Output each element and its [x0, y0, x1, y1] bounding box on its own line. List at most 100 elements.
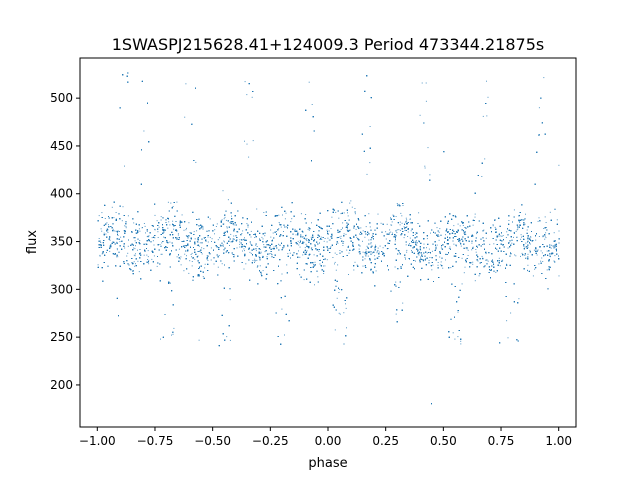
data-point	[135, 253, 136, 255]
data-point	[147, 235, 149, 237]
data-point	[289, 252, 291, 254]
data-point	[262, 270, 264, 272]
data-point	[287, 224, 289, 226]
data-point	[404, 229, 406, 231]
data-point	[185, 83, 187, 85]
data-point	[438, 235, 440, 237]
data-point	[219, 237, 221, 239]
data-point	[116, 249, 118, 251]
data-point	[154, 237, 156, 239]
data-point	[298, 244, 300, 246]
data-point	[453, 225, 455, 227]
data-point	[201, 253, 203, 255]
data-point	[541, 252, 543, 254]
data-point	[323, 240, 325, 242]
data-point	[492, 225, 494, 227]
data-point	[326, 259, 328, 261]
data-point	[370, 242, 372, 244]
data-point	[414, 233, 416, 235]
data-point	[323, 273, 325, 274]
data-point	[422, 260, 424, 262]
data-point	[203, 248, 205, 250]
data-point	[297, 240, 299, 242]
chart-title: 1SWASPJ215628.41+124009.3 Period 473344.…	[112, 35, 544, 54]
data-point	[98, 238, 100, 239]
data-point	[237, 231, 239, 233]
data-point	[475, 249, 477, 250]
data-point	[161, 253, 163, 255]
data-point	[183, 270, 185, 272]
data-point	[284, 218, 286, 220]
data-point	[224, 241, 225, 243]
data-point	[291, 218, 293, 220]
data-point	[217, 266, 219, 268]
data-point	[290, 221, 292, 223]
data-point	[156, 265, 158, 267]
data-point	[481, 176, 483, 177]
data-point	[378, 251, 380, 253]
data-point	[247, 226, 249, 228]
data-point	[109, 250, 111, 252]
data-point	[229, 299, 231, 301]
data-point	[328, 230, 330, 232]
data-point	[508, 220, 510, 221]
data-point	[358, 248, 360, 250]
data-point	[538, 135, 540, 136]
data-point	[219, 244, 221, 246]
data-point	[299, 239, 301, 241]
data-point	[239, 241, 241, 243]
data-point	[394, 266, 396, 268]
data-point	[222, 245, 224, 247]
data-point	[298, 250, 299, 252]
data-point	[457, 223, 459, 225]
data-point	[467, 255, 469, 256]
data-point	[463, 232, 465, 234]
data-point	[121, 220, 123, 222]
data-point	[250, 236, 252, 238]
data-point	[336, 297, 338, 299]
data-point	[395, 313, 397, 315]
data-point	[391, 221, 393, 223]
data-point	[243, 239, 245, 241]
data-point	[134, 237, 136, 239]
data-point	[124, 165, 125, 167]
data-point	[227, 231, 228, 233]
data-point	[395, 281, 397, 283]
data-point	[250, 243, 252, 245]
data-point	[172, 333, 174, 335]
data-point	[211, 241, 212, 242]
data-point	[343, 241, 345, 242]
data-point	[311, 104, 313, 105]
data-point	[117, 235, 119, 236]
data-point	[418, 254, 420, 256]
data-point	[133, 247, 135, 249]
data-point	[241, 233, 243, 234]
data-point	[279, 223, 280, 225]
data-point	[99, 254, 101, 256]
data-point	[186, 227, 187, 229]
data-point	[510, 252, 511, 254]
data-point	[191, 265, 193, 267]
data-point	[299, 256, 301, 258]
data-point	[305, 214, 307, 215]
data-point	[304, 247, 306, 249]
data-point	[337, 264, 339, 266]
data-point	[334, 263, 335, 265]
data-point	[223, 218, 225, 220]
data-point	[425, 82, 427, 84]
data-point	[314, 261, 316, 263]
data-point	[185, 229, 187, 231]
data-point	[157, 231, 159, 233]
data-point	[337, 242, 339, 244]
data-point	[98, 215, 100, 217]
data-point	[283, 231, 284, 232]
data-point	[474, 280, 476, 282]
data-point	[191, 256, 192, 258]
data-point	[194, 238, 196, 240]
data-point	[405, 220, 407, 222]
data-point	[485, 253, 487, 255]
data-point	[402, 302, 404, 304]
data-point	[338, 292, 340, 293]
data-point	[264, 251, 266, 253]
data-point	[223, 240, 225, 242]
